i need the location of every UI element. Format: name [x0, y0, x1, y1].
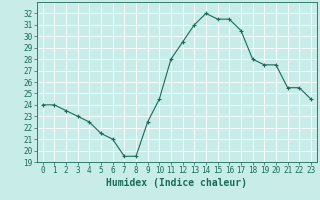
X-axis label: Humidex (Indice chaleur): Humidex (Indice chaleur)	[106, 178, 247, 188]
